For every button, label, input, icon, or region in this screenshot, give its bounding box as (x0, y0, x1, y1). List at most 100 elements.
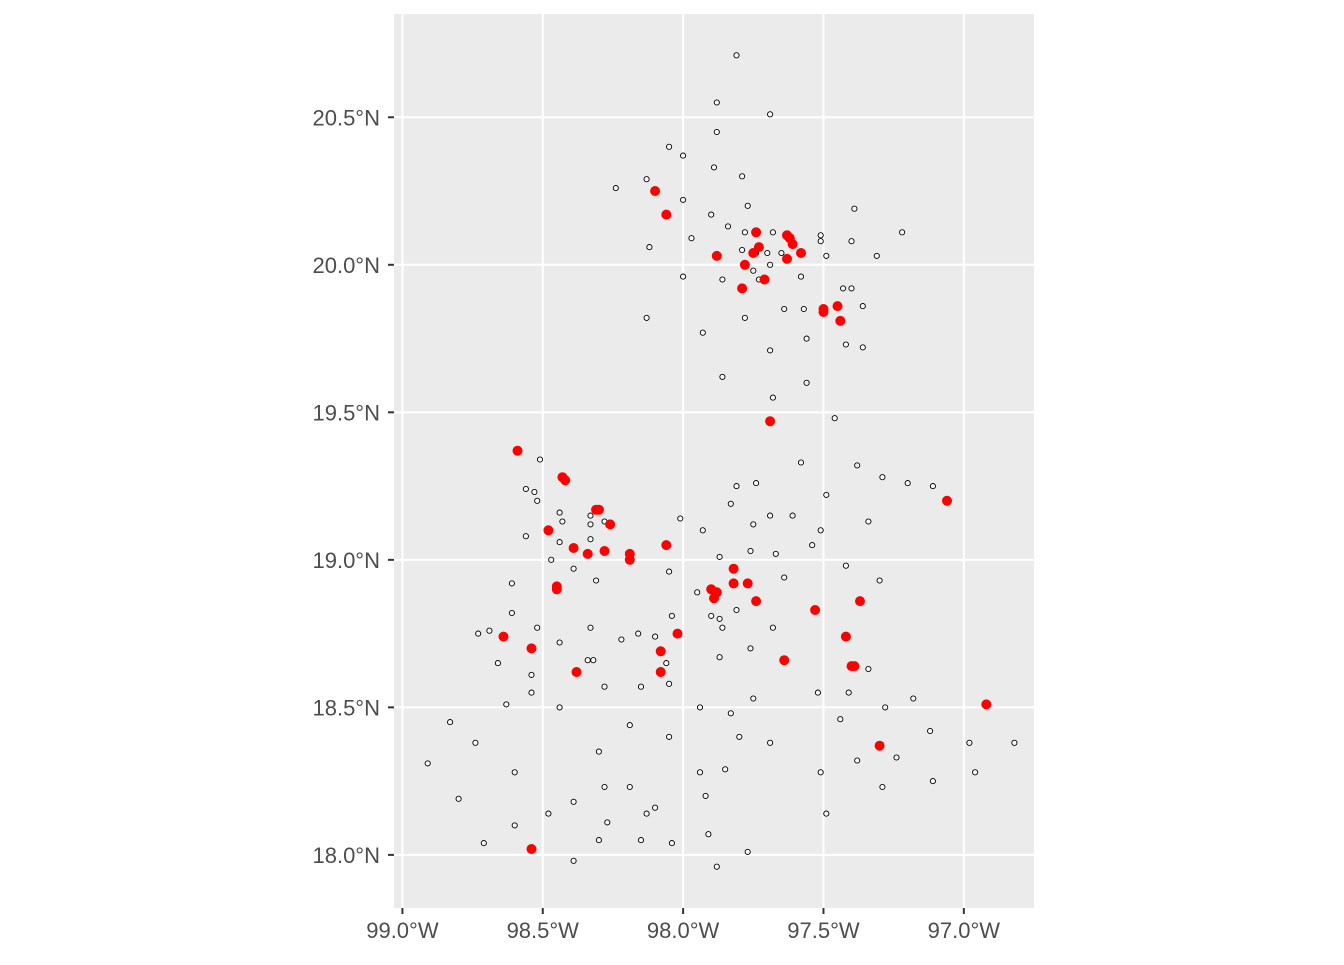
location-point (927, 727, 934, 735)
highlight-point (849, 661, 860, 672)
location-point (767, 347, 774, 354)
location-point (744, 848, 751, 855)
location-point (724, 223, 732, 230)
x-tick-label: 99.0°W (366, 918, 439, 943)
location-point (531, 488, 538, 496)
location-point (556, 639, 563, 646)
highlight-point (742, 578, 753, 589)
location-point (722, 766, 729, 773)
highlight-point (624, 554, 635, 565)
location-point (699, 527, 706, 534)
location-point (899, 229, 906, 236)
location-point (772, 550, 779, 557)
location-point (472, 739, 479, 746)
location-point (545, 810, 552, 817)
location-point (719, 373, 726, 380)
location-point (904, 480, 911, 487)
location-point (508, 580, 515, 587)
grid-lines (394, 14, 1034, 908)
highlight-point (661, 540, 672, 551)
highlight-point (661, 209, 672, 220)
location-point (503, 701, 510, 708)
location-point (637, 837, 645, 844)
location-point (556, 509, 563, 516)
y-tick-label: 20.0°N (312, 253, 380, 278)
location-point (767, 111, 774, 118)
location-point (643, 176, 650, 183)
location-point (666, 733, 673, 740)
location-point (587, 536, 594, 543)
location-point (1011, 739, 1018, 746)
location-point (702, 792, 709, 799)
location-point (809, 542, 816, 549)
highlight-point (709, 593, 719, 604)
location-point (680, 196, 687, 203)
highlight-point (737, 283, 748, 294)
location-point (652, 633, 659, 640)
highlight-point (748, 248, 759, 258)
location-point (534, 497, 541, 504)
highlight-point (942, 495, 952, 506)
highlight-point (796, 248, 806, 258)
location-point (929, 778, 936, 785)
location-point (747, 547, 754, 555)
data-points (424, 52, 1018, 870)
location-point (848, 285, 855, 292)
highlight-point (818, 307, 829, 317)
location-point (893, 754, 900, 761)
location-point (668, 612, 675, 619)
highlight-point (981, 699, 992, 710)
location-point (710, 164, 718, 171)
location-point (587, 624, 594, 631)
highlight-point (711, 250, 722, 261)
x-tick-label: 97.5°W (787, 918, 860, 943)
location-point (680, 152, 687, 159)
y-tick-label: 18.5°N (312, 695, 380, 720)
location-point (854, 462, 861, 469)
location-point (865, 665, 872, 673)
highlight-point (739, 259, 750, 270)
location-point (601, 683, 608, 690)
location-point (559, 518, 566, 525)
location-point (713, 99, 720, 106)
location-point (522, 485, 529, 493)
location-point (767, 739, 774, 746)
axes: 99.0°W 98.5°W 98.0°W 97.5°W 97.0°W 18.0°N 18.5… (312, 105, 1000, 943)
location-point (876, 577, 883, 584)
highlight-point (751, 596, 762, 607)
location-point (817, 232, 824, 239)
location-point (716, 615, 723, 622)
location-point (587, 521, 594, 528)
location-point (882, 704, 889, 711)
highlight-point (759, 274, 770, 285)
y-tick-label: 20.5°N (312, 105, 380, 130)
highlight-point (526, 844, 537, 854)
location-point (797, 273, 805, 280)
location-point (713, 863, 720, 870)
highlight-point (560, 475, 571, 486)
highlight-point (779, 655, 790, 666)
location-point (842, 562, 849, 569)
location-point (817, 238, 824, 245)
highlight-point (672, 628, 683, 639)
location-point (781, 305, 788, 313)
location-point (859, 303, 866, 310)
location-point (879, 474, 886, 481)
highlight-point (650, 186, 661, 196)
location-point (814, 689, 821, 696)
highlight-point (782, 253, 792, 264)
highlight-point (835, 315, 846, 326)
location-point (556, 704, 563, 711)
location-point (750, 521, 757, 528)
location-point (803, 379, 810, 386)
y-tick-label: 19.0°N (312, 548, 380, 573)
location-point (666, 568, 673, 575)
location-point (696, 704, 704, 711)
x-tick-label: 98.5°W (507, 918, 580, 943)
location-point (708, 612, 715, 619)
location-point (873, 252, 880, 259)
location-point (719, 624, 726, 631)
location-point (595, 837, 602, 844)
location-point (727, 500, 734, 507)
location-point (494, 660, 501, 667)
